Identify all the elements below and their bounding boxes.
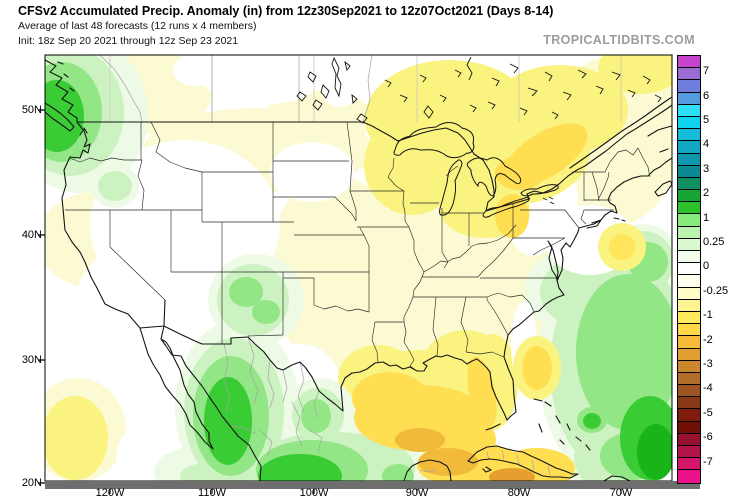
colorbar-segment <box>678 336 700 349</box>
colorbar-segment <box>678 433 700 446</box>
colorbar-segment <box>678 153 700 166</box>
colorbar-segment <box>678 165 700 178</box>
colorbar-segment <box>678 446 700 459</box>
colorbar-tick-label: -0.25 <box>703 285 729 297</box>
great-lakes <box>393 122 559 218</box>
colorbar-segment <box>678 287 700 300</box>
colorbar-tick-label: 5 <box>703 114 710 126</box>
page-title: CFSv2 Accumulated Precip. Anomaly (in) f… <box>18 4 554 18</box>
colorbar-tick-label: -7 <box>703 456 713 468</box>
colorbar-segment <box>678 104 700 117</box>
colorbar-tick-label: -4 <box>703 382 713 394</box>
watermark-tropicaltidbits: TROPICALTIDBITS.COM <box>543 33 695 47</box>
colorbar-tick-label: 2 <box>703 187 710 199</box>
colorbar-segment <box>678 458 700 471</box>
colorbar-segment <box>678 324 700 337</box>
colorbar-segment <box>678 348 700 361</box>
colorbar-segment <box>678 92 700 105</box>
colorbar-segment <box>678 372 700 386</box>
shading-deep-green <box>637 424 672 480</box>
colorbar-segment <box>678 177 700 191</box>
colorbar-tick-label: -2 <box>703 334 713 346</box>
colorbar-segment <box>678 226 700 239</box>
colorbar-segment <box>678 141 700 154</box>
colorbar-segment <box>678 251 700 264</box>
colorbar-segment <box>678 409 700 422</box>
lat-tick-label: 30N <box>21 354 42 366</box>
secondary-borders <box>99 55 551 476</box>
national-borders <box>77 121 560 412</box>
colorbar-segment <box>678 202 700 215</box>
lon-tick-marks <box>109 489 622 494</box>
colorbar-segment <box>678 190 700 203</box>
colorbar-segment <box>678 263 700 276</box>
colorbar-tick-label: -6 <box>703 431 713 443</box>
colorbar-segment <box>678 68 700 81</box>
lon-tick-label: 80W <box>507 487 531 499</box>
colorbar-segment <box>678 56 700 69</box>
colorbar-segment <box>678 421 700 434</box>
colorbar-tick-label: 0.25 <box>703 236 725 248</box>
lon-tick-label: 110W <box>198 487 226 499</box>
lon-tick-label: 120W <box>95 487 125 499</box>
coastlines <box>45 59 672 481</box>
state-borders <box>65 121 651 372</box>
lat-tick-label: 20N <box>21 477 42 489</box>
colorbar-segment <box>678 311 700 325</box>
colorbar-segment <box>678 385 700 398</box>
colorbar-tick-label: 4 <box>703 138 710 150</box>
colorbar-segment <box>678 360 700 373</box>
colorbar-tick-label: 0 <box>703 260 710 272</box>
lon-tick-label: 90W <box>405 487 429 499</box>
colorbar-segment <box>678 238 700 251</box>
colorbar-segment <box>678 116 700 130</box>
colorbar-tick-label: 6 <box>703 90 710 102</box>
colorbar-segment <box>678 470 700 483</box>
colorbar <box>677 55 701 484</box>
colorbar-segment <box>678 275 700 288</box>
colorbar-tick-label: 7 <box>703 65 710 77</box>
page-subtitle: Average of last 48 forecasts (12 runs x … <box>18 20 257 32</box>
lat-tick-label: 50N <box>21 104 42 116</box>
colorbar-tick-label: -5 <box>703 407 713 419</box>
lon-tick-label: 100W <box>299 487 329 499</box>
axis-bar <box>45 481 700 489</box>
colorbar-segment <box>678 397 700 410</box>
lat-tick-marks <box>38 109 45 484</box>
colorbar-tick-label: -1 <box>703 309 713 321</box>
init-line: Init: 18z Sep 20 2021 through 12z Sep 23… <box>18 35 239 47</box>
colorbar-segment <box>678 129 700 142</box>
colorbar-tick-label: -3 <box>703 358 713 370</box>
colorbar-segment <box>678 214 700 227</box>
colorbar-tick-label: 1 <box>703 212 710 224</box>
colorbar-segment <box>678 80 700 93</box>
lon-tick-label: 70W <box>609 487 633 499</box>
colorbar-segment <box>678 299 700 312</box>
canada-lakes <box>296 56 662 205</box>
lat-tick-label: 40N <box>21 229 42 241</box>
colorbar-tick-label: 3 <box>703 163 710 175</box>
